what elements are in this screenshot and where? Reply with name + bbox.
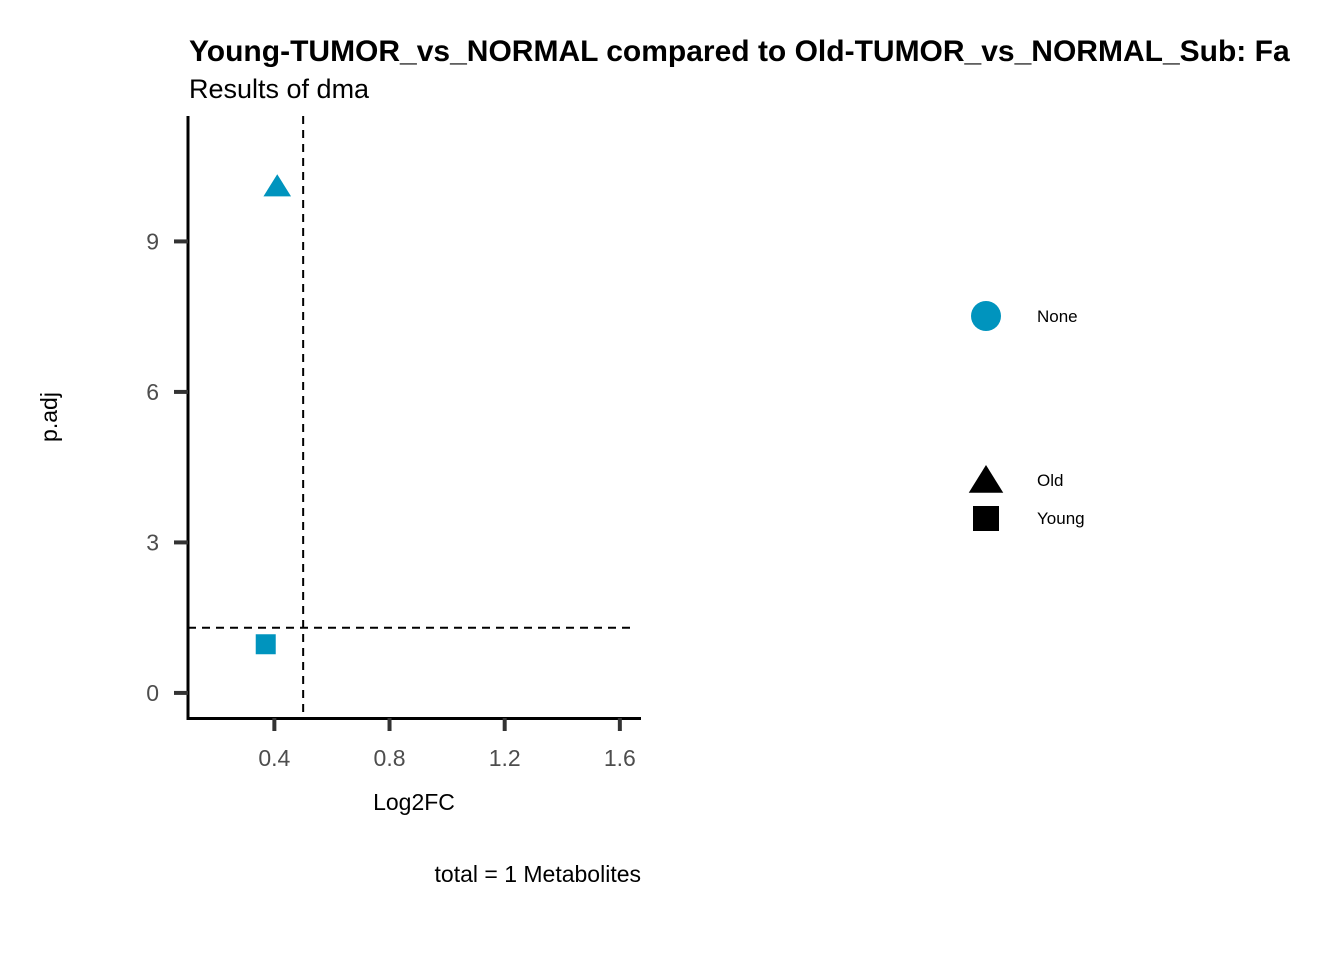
x-tick-label: 1.6 — [604, 745, 636, 771]
y-tick-label: 3 — [146, 529, 159, 555]
color-legend: None — [971, 301, 1078, 331]
x-axis-title: Log2FC — [373, 789, 455, 815]
y-tick-label: 9 — [146, 228, 159, 254]
x-tick-label: 1.2 — [489, 745, 521, 771]
x-tick-label: 0.8 — [374, 745, 406, 771]
chart-subtitle: Results of dma — [189, 74, 370, 104]
chart-title: Young-TUMOR_vs_NORMAL compared to Old-TU… — [189, 35, 1290, 68]
shape-legend: Old Young — [968, 465, 1085, 531]
data-points — [255, 174, 292, 655]
legend-label: Old — [1037, 471, 1063, 490]
chart-caption: total = 1 Metabolites — [435, 861, 641, 887]
x-tick-label: 0.4 — [258, 745, 290, 771]
reference-lines — [188, 116, 633, 718]
y-axis-ticks: 0 3 6 9 — [146, 228, 188, 706]
legend-key-square — [973, 506, 999, 531]
legend-label: None — [1037, 307, 1078, 326]
y-tick-label: 0 — [146, 680, 159, 706]
y-axis-title: p.adj — [36, 392, 62, 442]
y-tick-label: 6 — [146, 379, 159, 405]
data-point-triangle — [263, 174, 292, 197]
legend-key-triangle — [968, 465, 1004, 493]
legend-label: Young — [1037, 509, 1085, 528]
data-point-square — [255, 634, 276, 655]
legend-key-circle — [971, 301, 1001, 331]
x-axis-ticks: 0.4 0.8 1.2 1.6 — [258, 718, 636, 771]
